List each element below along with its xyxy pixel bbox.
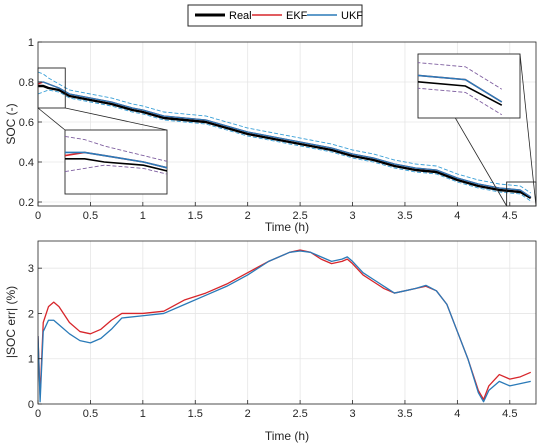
error-series <box>38 249 532 403</box>
soc-x-ticks: 0 0.5 1 1.5 2 2.5 3 3.5 4 4.5 <box>35 202 517 222</box>
zoom-inset-start-box <box>64 129 168 195</box>
error-series-ukf <box>38 250 531 403</box>
soc-y-tick-label: 0.4 <box>19 157 34 169</box>
zoom-inset-start-content <box>65 135 167 175</box>
error-x-tick-label: 2.5 <box>292 408 307 420</box>
soc-x-tick-label: 2.5 <box>292 210 307 222</box>
soc-x-tick-label: 3.5 <box>397 210 412 222</box>
error-y-tick-label: 0 <box>28 399 34 411</box>
zoom-inset-end-connector <box>519 53 537 207</box>
error-x-tick-label: 0 <box>35 408 41 420</box>
error-x-axis-label: Time (h) <box>265 429 309 443</box>
error-axes-frame <box>37 240 537 405</box>
zoom-inset-end-box <box>417 53 521 119</box>
legend-label-ekf: EKF <box>286 10 308 22</box>
zoom-inset-start-series-real <box>65 158 167 172</box>
zoom-inset-end-bound <box>418 62 503 90</box>
soc-x-tick-label: 4 <box>454 210 460 222</box>
zoom-inset-start-bound <box>65 164 167 175</box>
zoom-inset-start-connector <box>37 107 66 131</box>
soc-x-tick-label: 0 <box>35 210 41 222</box>
soc-y-tick-label: 0.6 <box>19 117 34 129</box>
soc-x-tick-label: 1 <box>140 210 146 222</box>
soc-series-ukf <box>38 81 532 198</box>
error-y-axis-label: |SOC err| (%) <box>4 286 18 358</box>
soc-y-tick-label: 0.2 <box>19 197 34 209</box>
error-x-tick-label: 4 <box>454 408 460 420</box>
soc-y-tick-label: 0.8 <box>19 77 34 89</box>
error-x-ticks: 0 0.5 1 1.5 2 2.5 3 3.5 4 4.5 <box>35 400 517 420</box>
legend-label-real: Real <box>229 10 252 22</box>
soc-axes-frame <box>37 41 537 207</box>
soc-series-real <box>38 84 532 200</box>
soc-chart: 0 0.5 1 1.5 2 2.5 3 3.5 4 4.5 0.2 0.4 0.6 0.8 1 Time … <box>4 37 537 234</box>
error-y-ticks: 0 1 2 3 <box>28 263 42 411</box>
legend: Real EKF UKF <box>187 4 363 27</box>
soc-x-tick-label: 3 <box>349 210 355 222</box>
soc-x-tick-label: 0.5 <box>83 210 98 222</box>
soc-bound-line-1 <box>38 89 532 202</box>
zoom-inset-end-bound <box>418 87 503 116</box>
error-y-tick-label: 2 <box>28 308 34 320</box>
soc-y-tick-label: 1 <box>28 37 34 49</box>
error-plot-area <box>38 241 536 404</box>
zoom-inset-end-series-ukf <box>418 74 503 103</box>
zoom-insets <box>37 53 537 207</box>
soc-x-tick-label: 1.5 <box>188 210 203 222</box>
error-x-tick-label: 3 <box>349 408 355 420</box>
error-chart: 0 0.5 1 1.5 2 2.5 3 3.5 4 4.5 0 1 2 3 Time (h) |SOC … <box>4 240 537 443</box>
zoom-inset-end-source-box <box>506 181 537 207</box>
error-x-tick-label: 3.5 <box>397 408 412 420</box>
error-y-tick-label: 3 <box>28 263 34 275</box>
zoom-inset-end-content <box>418 62 503 116</box>
soc-x-tick-label: 2 <box>245 210 251 222</box>
error-x-tick-label: 0.5 <box>83 408 98 420</box>
zoom-inset-start-series-ukf <box>65 151 167 169</box>
legend-label-ukf: UKF <box>341 10 363 22</box>
soc-bound-line-0 <box>38 71 532 194</box>
zoom-inset-start-source-box <box>37 67 66 109</box>
soc-x-tick-label: 4.5 <box>502 210 517 222</box>
error-x-tick-label: 1 <box>140 408 146 420</box>
error-y-tick-label: 1 <box>28 354 34 366</box>
zoom-inset-start-bound <box>65 135 167 162</box>
soc-y-ticks: 0.2 0.4 0.6 0.8 1 <box>19 37 42 209</box>
error-x-tick-label: 4.5 <box>502 408 517 420</box>
soc-x-axis-label: Time (h) <box>265 220 309 234</box>
error-x-tick-label: 2 <box>245 408 251 420</box>
zoom-inset-end-series-real <box>418 81 503 106</box>
soc-series <box>38 71 532 202</box>
zoom-inset-start-connector <box>65 107 168 131</box>
error-x-tick-label: 1.5 <box>188 408 203 420</box>
soc-y-axis-label: SOC (-) <box>4 103 18 144</box>
